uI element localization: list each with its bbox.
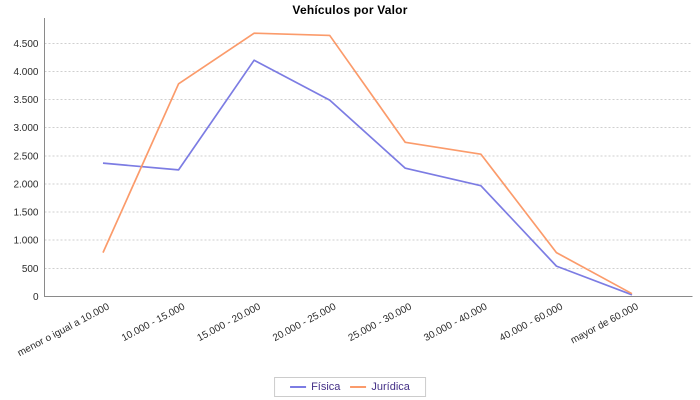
legend-item-juridica: Jurídica (350, 381, 410, 393)
y-tick-label: 2.500 (13, 151, 38, 162)
x-category-label: menor o igual a 10.000 (16, 301, 112, 359)
y-tick-label: 0 (33, 292, 39, 303)
y-tick-label: 3.000 (13, 123, 38, 134)
series-line-física (102, 59, 633, 296)
legend-label-fisica: Física (311, 381, 341, 393)
chart-title: Vehículos por Valor (292, 3, 408, 17)
y-tick-label: 2.000 (13, 179, 38, 190)
juridica-line-swatch (350, 386, 367, 388)
legend: Física Jurídica (274, 377, 426, 397)
x-category-label: 20.000 - 25.000 (271, 301, 338, 344)
x-category-label: mayor de 60.000 (569, 301, 641, 346)
x-category-label: 30.000 - 40.000 (422, 301, 489, 344)
y-tick-label: 500 (22, 264, 39, 275)
x-category-label: 25.000 - 30.000 (347, 301, 414, 344)
series-line-jurídica (102, 32, 633, 295)
y-tick-label: 4.000 (13, 67, 38, 78)
x-category-label: 10.000 - 15.000 (120, 301, 187, 344)
y-tick-label: 1.000 (13, 236, 38, 247)
x-category-label: 15.000 - 20.000 (196, 301, 263, 344)
x-category-label: 40.000 - 60.000 (498, 301, 565, 344)
axes (44, 18, 693, 297)
y-tick-label: 1.500 (13, 208, 38, 219)
legend-item-fisica: Física (290, 381, 340, 393)
y-tick-label: 3.500 (13, 95, 38, 106)
y-tick-label: 4.500 (13, 39, 38, 50)
legend-label-juridica: Jurídica (371, 381, 410, 393)
fisica-line-swatch (290, 386, 307, 388)
